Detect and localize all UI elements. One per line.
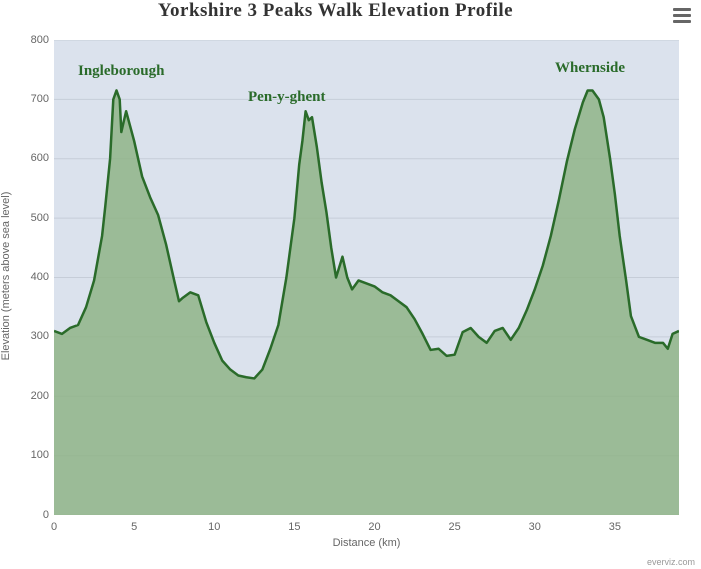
y-tick-label: 100 bbox=[31, 449, 49, 461]
peak-label: Pen-y-ghent bbox=[248, 89, 326, 106]
y-axis-label: Elevation (meters above sea level) bbox=[0, 186, 12, 366]
y-tick-label: 500 bbox=[31, 212, 49, 224]
y-tick-label: 700 bbox=[31, 93, 49, 105]
y-tick-label: 200 bbox=[31, 390, 49, 402]
credit-text: everviz.com bbox=[647, 557, 695, 567]
x-tick-label: 35 bbox=[605, 521, 625, 533]
peak-label: Whernside bbox=[555, 60, 625, 77]
y-tick-label: 800 bbox=[31, 34, 49, 46]
x-tick-label: 10 bbox=[204, 521, 224, 533]
x-tick-label: 0 bbox=[44, 521, 64, 533]
x-tick-label: 25 bbox=[445, 521, 465, 533]
peak-label: Ingleborough bbox=[78, 63, 164, 80]
x-axis-label: Distance (km) bbox=[54, 537, 679, 549]
y-tick-label: 400 bbox=[31, 271, 49, 283]
chart-container: Yorkshire 3 Peaks Walk Elevation Profile… bbox=[0, 0, 701, 569]
y-tick-label: 600 bbox=[31, 152, 49, 164]
hamburger-menu-icon[interactable] bbox=[673, 8, 691, 22]
y-tick-label: 300 bbox=[31, 330, 49, 342]
x-tick-label: 15 bbox=[284, 521, 304, 533]
y-tick-label: 0 bbox=[43, 509, 49, 521]
x-tick-label: 5 bbox=[124, 521, 144, 533]
elevation-area-chart bbox=[54, 40, 679, 515]
x-tick-label: 30 bbox=[525, 521, 545, 533]
chart-title: Yorkshire 3 Peaks Walk Elevation Profile bbox=[0, 0, 671, 22]
x-tick-label: 20 bbox=[365, 521, 385, 533]
